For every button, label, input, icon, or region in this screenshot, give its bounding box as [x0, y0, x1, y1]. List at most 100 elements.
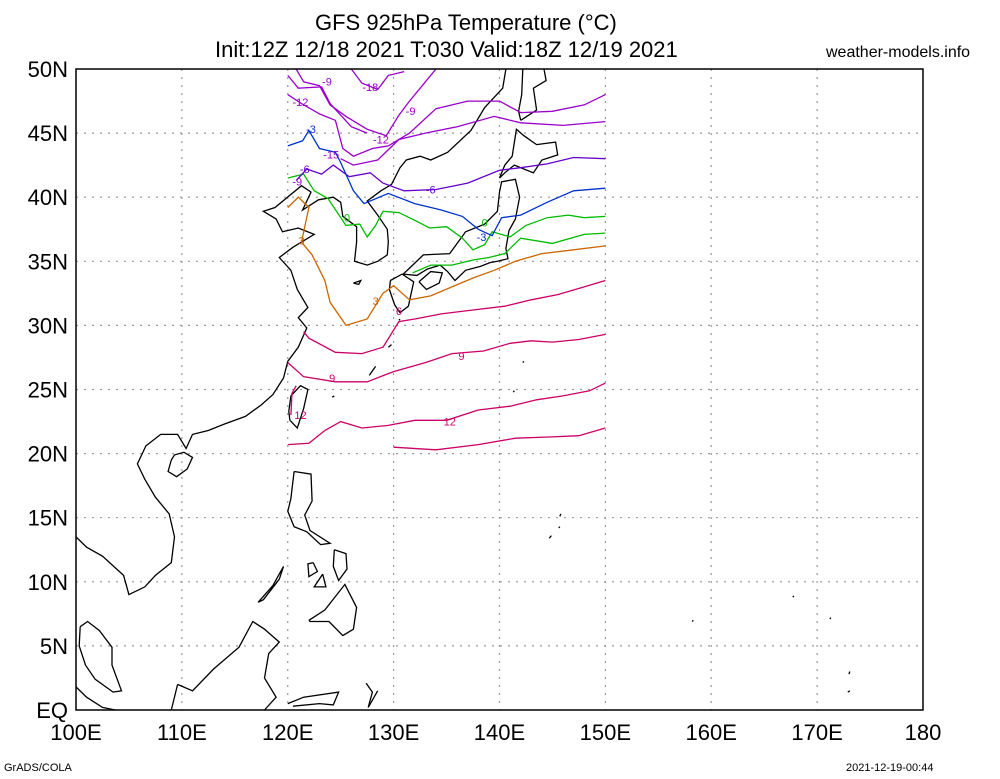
coastline-segment: [177, 620, 281, 711]
coastline-segment: [559, 513, 562, 517]
longitude-label: 150E: [580, 720, 631, 745]
contour-value-label: 3: [298, 236, 304, 248]
coastline-segment: [287, 691, 340, 707]
temperature-contour: [287, 382, 606, 446]
latitude-label: EQ: [36, 698, 68, 723]
latitude-label: 15N: [28, 506, 68, 531]
contour-value-label: -12: [373, 134, 389, 146]
coastline-segment: [287, 470, 332, 546]
temperature-contour: [295, 68, 437, 137]
contour-value-label: -3: [477, 232, 487, 244]
coastline-segment: [257, 566, 285, 603]
coastline-segment: [75, 68, 507, 596]
latitude-label: 10N: [28, 570, 68, 595]
coastline-segment: [402, 178, 521, 282]
contour-value-label: -18: [362, 82, 378, 94]
coastline-segment: [78, 620, 123, 693]
coastline-segment: [418, 270, 444, 291]
coastline-segment: [308, 583, 358, 637]
longitude-labels: 100E 110E 120E 130E 140E 150E 160E 170E 180: [50, 720, 941, 745]
contour-value-label: 9: [329, 373, 335, 385]
temperature-contour: [287, 173, 606, 251]
temperature-contour: [287, 196, 606, 327]
coastline-segment: [167, 451, 194, 478]
coastline-segment: [792, 595, 795, 598]
coastline-segment: [522, 360, 525, 364]
contour-value-label: -6: [300, 164, 310, 176]
coastline-segment: [517, 68, 524, 121]
temperature-contour: [295, 156, 606, 192]
latitude-label: 5N: [40, 634, 68, 659]
coastline-segment: [558, 526, 561, 529]
longitude-label: 180: [905, 720, 942, 745]
contour-value-label: -6: [426, 184, 436, 196]
contour-value-label: 3: [373, 296, 379, 308]
coastline-segment: [398, 318, 401, 321]
longitude-label: 120E: [262, 720, 313, 745]
coastline-segment: [170, 684, 179, 711]
latitude-label: 20N: [28, 442, 68, 467]
contour-value-label: 6: [396, 306, 402, 318]
graticule: [76, 69, 923, 710]
footer-credit: GrADS/COLA: [4, 762, 72, 774]
temperature-contour: [340, 115, 606, 166]
map-subtitle: Init:12Z 12/18 2021 T:030 Valid:18Z 12/1…: [215, 37, 678, 62]
temperature-contour: [290, 385, 297, 416]
latitude-label: 30N: [28, 313, 68, 338]
footer-timestamp: 2021-12-19-00:44: [846, 762, 934, 774]
latitude-label: 25N: [28, 378, 68, 403]
latitude-label: 45N: [28, 121, 68, 146]
temperature-contour: [350, 68, 405, 91]
temperature-contour: [412, 232, 606, 274]
contour-value-label: -15: [323, 150, 339, 162]
latitude-label: 40N: [28, 185, 68, 210]
coastline-segment: [312, 573, 327, 588]
temperature-contour: [287, 129, 606, 237]
source-site: weather-models.info: [826, 44, 971, 61]
coastline: [75, 68, 851, 711]
coastline-segment: [520, 68, 547, 121]
coastline-segment: [307, 561, 319, 578]
contour-value-label: -12: [293, 97, 309, 109]
longitude-label: 110E: [157, 720, 207, 745]
contour-value-label: 12: [294, 410, 306, 422]
latitude-labels: 50N 45N 40N 35N 30N 25N 20N 15N 10N 5N EQ: [28, 57, 68, 723]
coastline-segment: [829, 617, 832, 620]
longitude-label: 130E: [368, 720, 419, 745]
contour-value-label: -9: [292, 177, 302, 189]
longitude-label: 140E: [474, 720, 525, 745]
coastline-segment: [498, 128, 559, 179]
coastline-segment: [512, 390, 515, 393]
coastline-segment: [848, 671, 851, 675]
coastline-segment: [368, 366, 377, 376]
contour-value-label: 9: [458, 351, 464, 363]
map-title: GFS 925hPa Temperature (°C): [315, 10, 617, 35]
contour-value-label: 0: [482, 218, 488, 230]
temperature-contour: [287, 333, 606, 383]
coastline-segment: [387, 344, 392, 348]
coastline-segment: [548, 535, 552, 539]
contour-value-label: -9: [322, 77, 332, 89]
coastline-segment: [353, 279, 363, 286]
latitude-label: 50N: [28, 57, 68, 82]
contour-value-label: -9: [406, 106, 416, 118]
temperature-contour: [303, 279, 606, 355]
coastline-segment: [691, 619, 694, 622]
longitude-label: 170E: [791, 720, 842, 745]
coastline-segment: [847, 690, 851, 693]
temperature-contour: [287, 74, 368, 134]
coastline-segment: [331, 395, 335, 398]
contour-value-label: -3: [306, 124, 316, 136]
coastline-segment: [288, 384, 309, 430]
coastline-segment: [332, 549, 348, 582]
longitude-label: 160E: [686, 720, 737, 745]
map-frame: [75, 68, 924, 711]
latitude-label: 35N: [28, 249, 68, 274]
coastline-segment: [365, 682, 379, 708]
contour-value-label: 0: [344, 213, 350, 225]
longitude-label: 100E: [50, 720, 101, 745]
coastline-segment: [388, 273, 415, 314]
contour-value-label: 12: [444, 416, 456, 428]
temperature-contours: [287, 68, 606, 451]
